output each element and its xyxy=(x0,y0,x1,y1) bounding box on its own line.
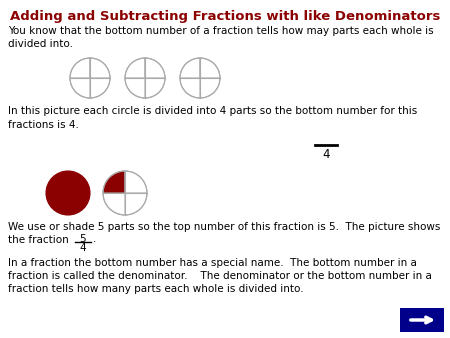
Text: fractions is 4.: fractions is 4. xyxy=(8,120,79,130)
Text: 5: 5 xyxy=(80,234,86,244)
Text: 4: 4 xyxy=(322,148,330,161)
Text: In a fraction the bottom number has a special name.  The bottom number in a
frac: In a fraction the bottom number has a sp… xyxy=(8,258,432,294)
Text: In this picture each circle is divided into 4 parts so the bottom number for thi: In this picture each circle is divided i… xyxy=(8,106,417,116)
Wedge shape xyxy=(90,58,110,78)
Text: Adding and Subtracting Fractions with like Denominators: Adding and Subtracting Fractions with li… xyxy=(10,10,440,23)
Wedge shape xyxy=(180,58,200,78)
Wedge shape xyxy=(145,58,165,78)
Wedge shape xyxy=(103,171,125,193)
Wedge shape xyxy=(125,193,147,215)
Wedge shape xyxy=(180,78,200,98)
Text: You know that the bottom number of a fraction tells how may parts each whole is
: You know that the bottom number of a fra… xyxy=(8,26,434,49)
Text: We use or shade 5 parts so the top number of this fraction is 5.  The picture sh: We use or shade 5 parts so the top numbe… xyxy=(8,222,441,232)
FancyBboxPatch shape xyxy=(400,308,444,332)
Wedge shape xyxy=(200,58,220,78)
Wedge shape xyxy=(70,58,90,78)
Wedge shape xyxy=(200,78,220,98)
Text: the fraction: the fraction xyxy=(8,235,69,245)
Text: 4: 4 xyxy=(80,243,86,253)
Wedge shape xyxy=(103,193,125,215)
Wedge shape xyxy=(90,78,110,98)
Wedge shape xyxy=(145,78,165,98)
Wedge shape xyxy=(70,78,90,98)
Text: .: . xyxy=(93,234,96,244)
Wedge shape xyxy=(125,78,145,98)
Wedge shape xyxy=(125,171,147,193)
Wedge shape xyxy=(125,58,145,78)
Circle shape xyxy=(46,171,90,215)
